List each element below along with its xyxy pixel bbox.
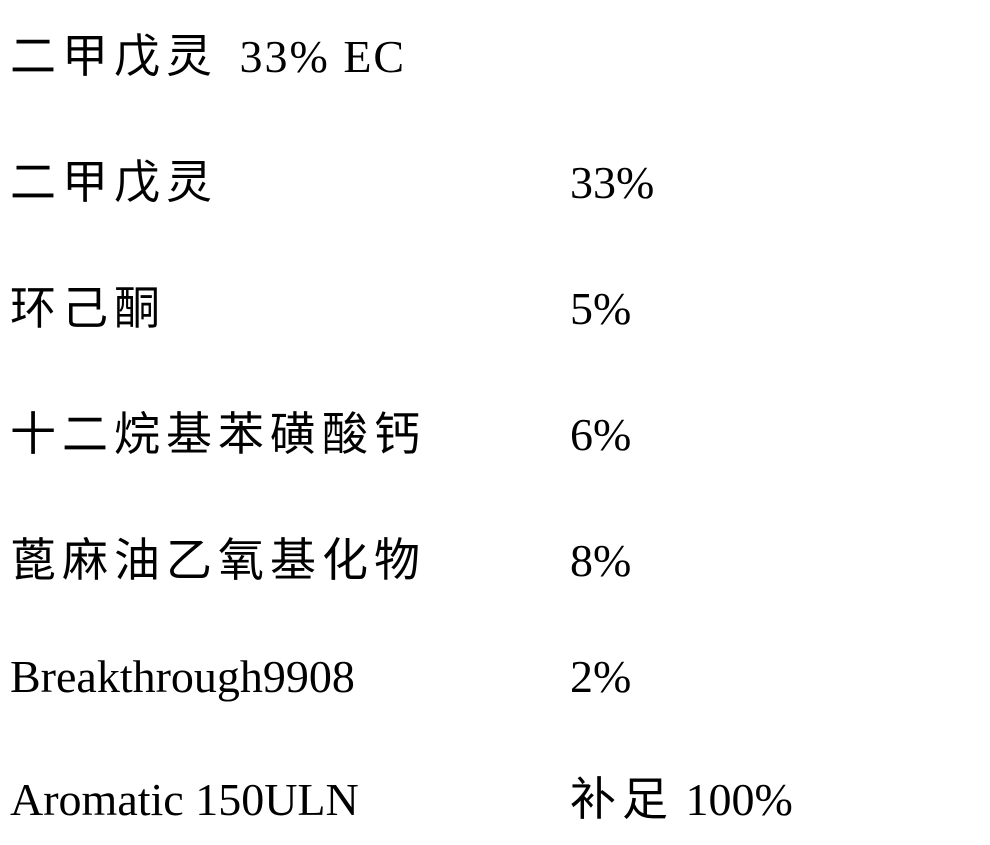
ingredient-row: 环己酮 5% [10,272,980,338]
ingredient-row: 二甲戊灵 33% [10,146,980,212]
ingredient-value: 6% [570,408,631,461]
ingredient-label: Breakthrough9908 [10,650,570,703]
ingredient-value: 33% [570,156,654,209]
ingredient-row: Breakthrough9908 2% [10,650,980,703]
value-prefix: 补足 [570,774,674,825]
title-en: 33% EC [240,31,407,82]
ingredient-label: 二甲戊灵 [10,146,570,212]
ingredient-row: Aromatic 150ULN 补足 100% [10,763,980,829]
value-number: 100% [674,774,793,825]
ingredient-label: 环己酮 [10,272,570,338]
ingredient-value: 5% [570,282,631,335]
ingredient-label: 蓖麻油乙氧基化物 [10,524,570,590]
title-cn: 二甲戊灵 [10,31,218,82]
ingredient-label: Aromatic 150ULN [10,773,570,826]
formulation-table: 二甲戊灵 33% EC 二甲戊灵 33% 环己酮 5% 十二烷基苯磺酸钙 6% … [10,20,980,829]
ingredient-label: 十二烷基苯磺酸钙 [10,398,570,464]
title-row: 二甲戊灵 33% EC [10,20,980,86]
ingredient-value: 8% [570,534,631,587]
ingredient-row: 蓖麻油乙氧基化物 8% [10,524,980,590]
ingredient-row: 十二烷基苯磺酸钙 6% [10,398,980,464]
ingredient-value: 2% [570,650,631,703]
ingredient-value: 补足 100% [570,763,793,829]
